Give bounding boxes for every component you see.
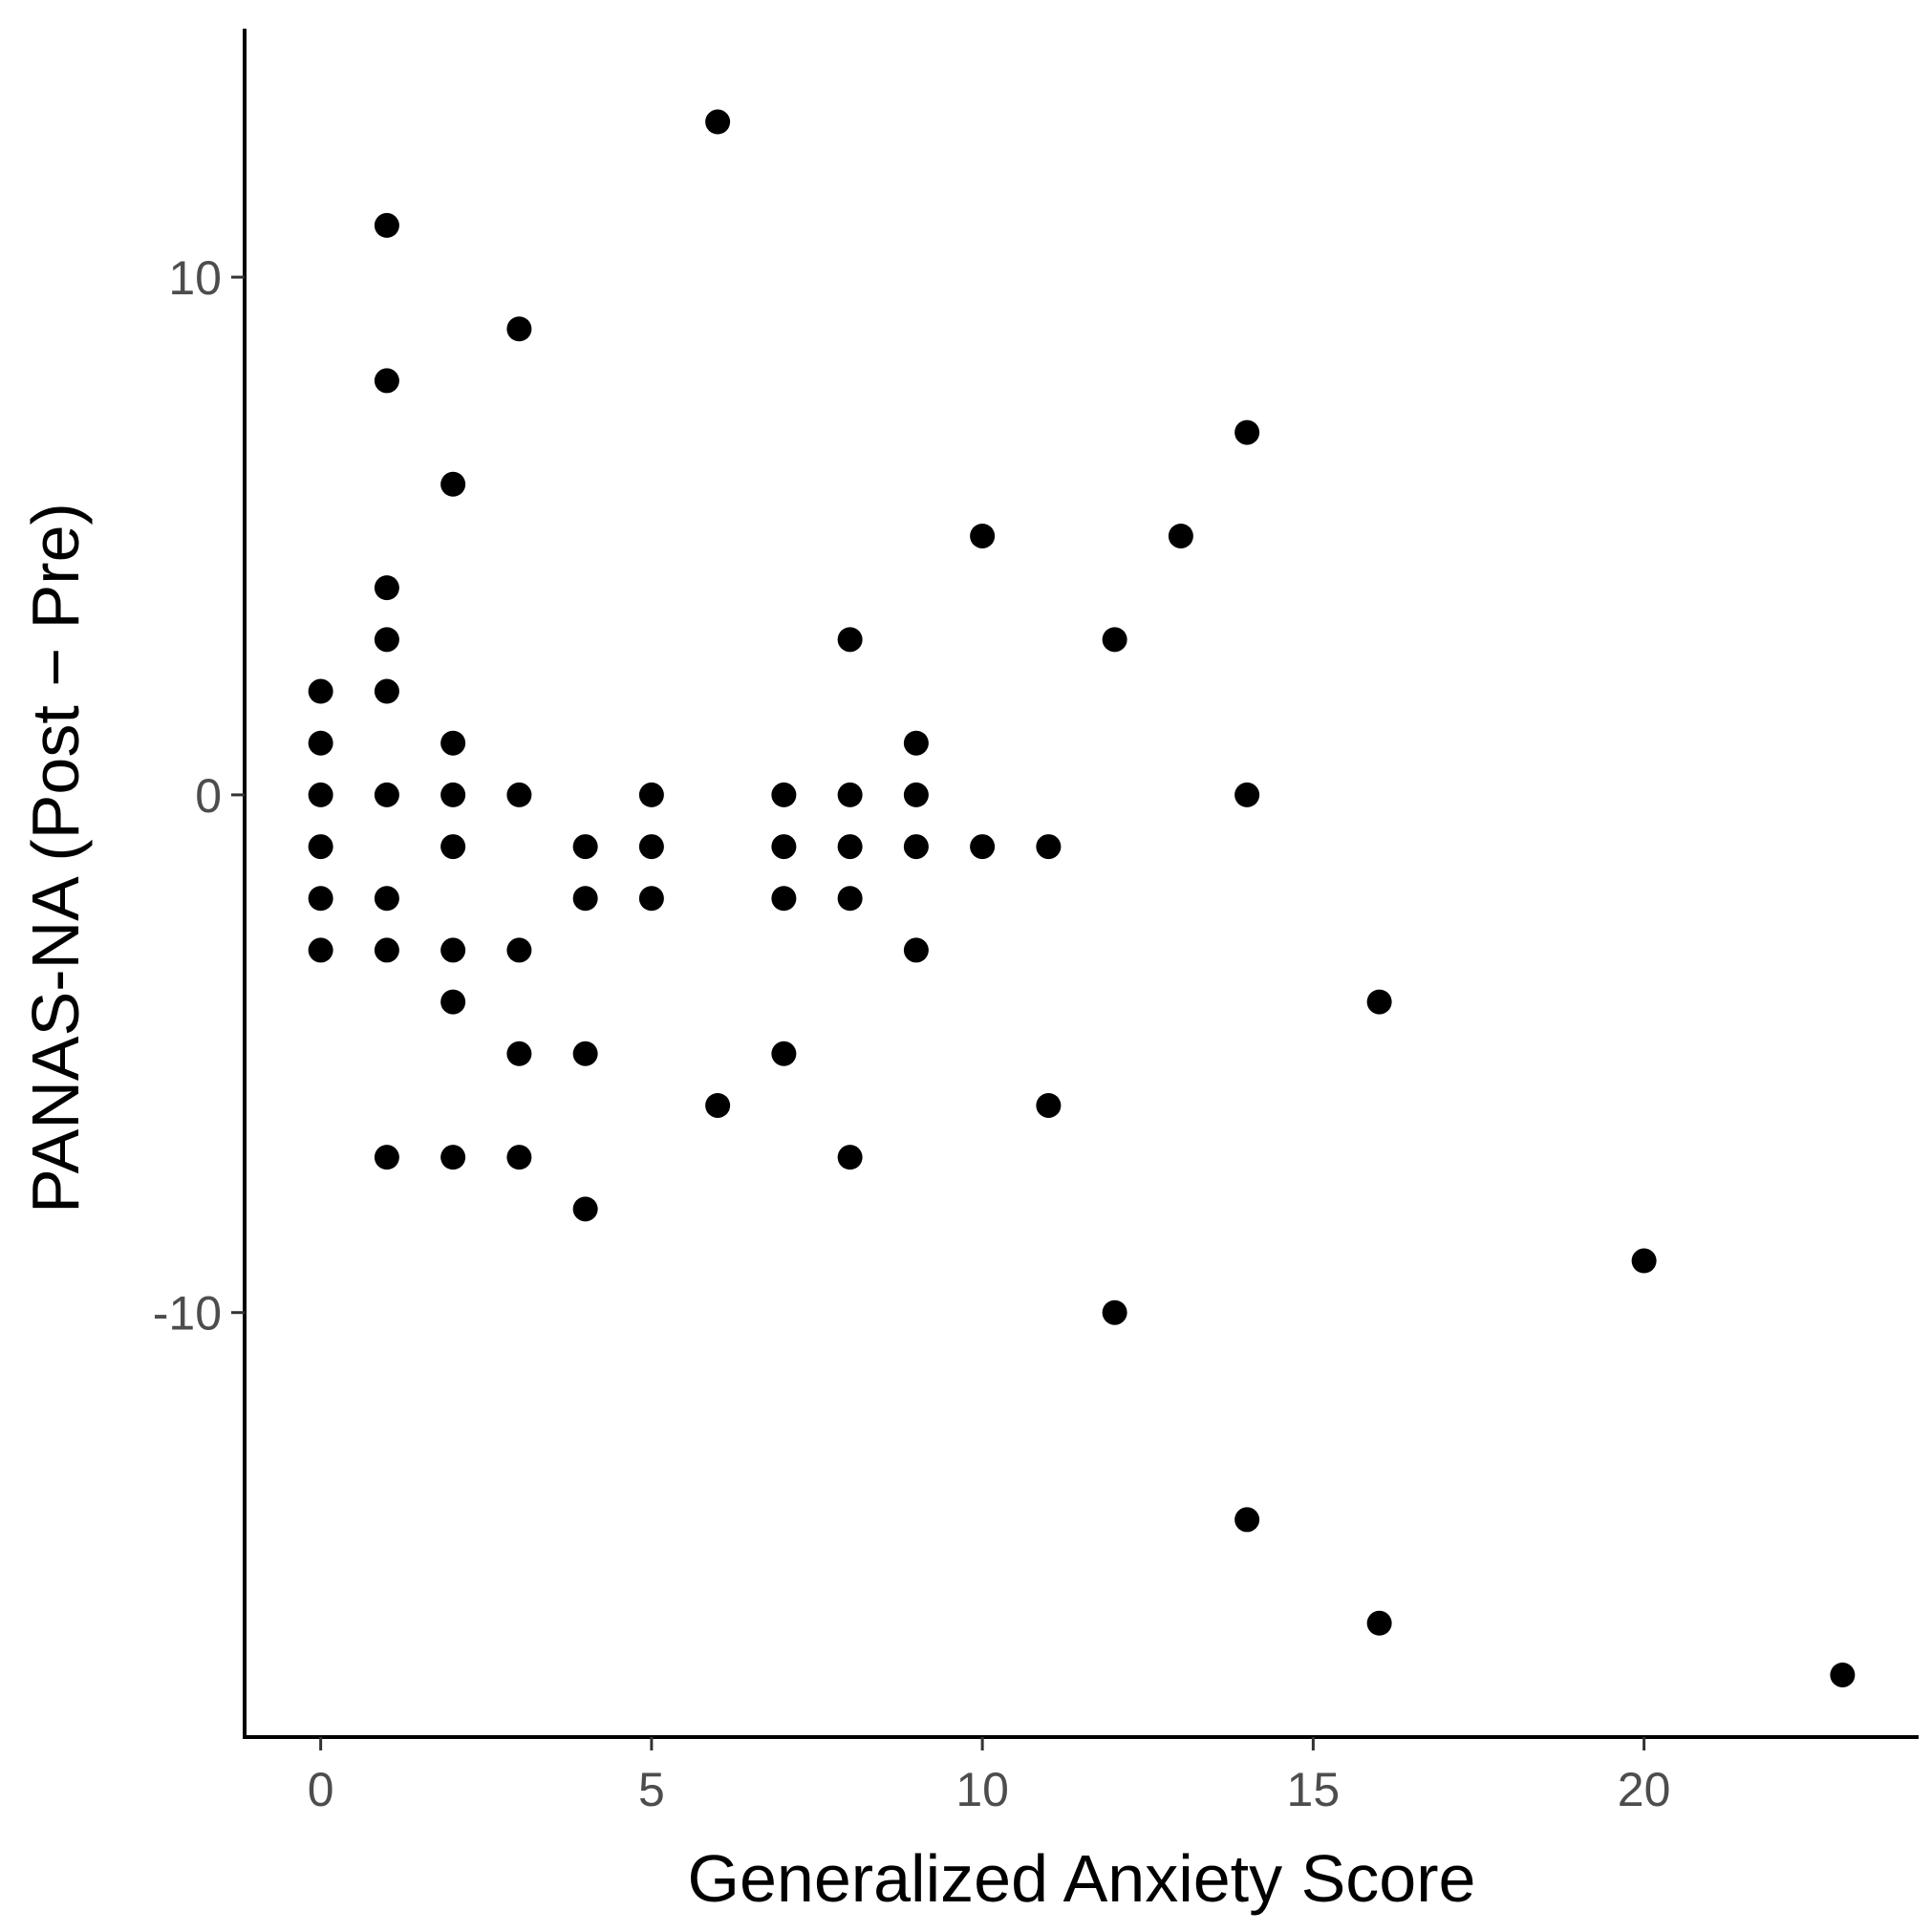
data-point [506,937,532,963]
data-point [837,1145,863,1170]
data-point [308,730,333,756]
y-tick-label: 10 [168,251,222,305]
data-point [374,368,399,394]
data-point [374,1145,399,1170]
data-point [1234,1507,1260,1533]
data-point [903,730,929,756]
x-tick-label: 20 [1618,1763,1671,1816]
data-point [506,1041,532,1066]
data-point [837,782,863,807]
data-point [771,782,797,807]
data-point [1830,1662,1856,1687]
data-point [440,730,466,756]
data-point [440,471,466,497]
data-point [308,886,333,912]
data-point [903,782,929,807]
data-point [837,834,863,860]
data-point [1366,989,1392,1015]
x-tick-label: 10 [955,1763,1009,1816]
data-point [705,109,731,135]
data-point [440,989,466,1015]
data-point [638,834,664,860]
data-point [1036,1092,1062,1118]
x-tick-label: 15 [1287,1763,1341,1816]
y-axis-title: PANAS-NA (Post − Pre) [18,503,93,1213]
y-tick-label: 0 [195,769,222,823]
data-point [440,834,466,860]
data-point [374,782,399,807]
data-point [572,834,598,860]
data-point [374,212,399,238]
data-points [308,109,1856,1687]
data-point [572,1196,598,1222]
data-point [638,886,664,912]
data-point [771,1041,797,1066]
data-point [771,886,797,912]
data-point [837,886,863,912]
data-point [572,886,598,912]
x-tick-label: 0 [308,1763,334,1816]
data-point [506,316,532,342]
data-point [374,937,399,963]
data-point [638,782,664,807]
data-point [970,834,996,860]
data-point [374,575,399,601]
data-point [705,1092,731,1118]
data-point [374,678,399,704]
data-point [1168,523,1193,548]
data-point [374,886,399,912]
data-point [1366,1610,1392,1636]
data-point [771,834,797,860]
data-point [1631,1248,1657,1274]
data-point [1234,419,1260,445]
data-point [903,834,929,860]
x-tick-label: 5 [638,1763,665,1816]
data-point [506,782,532,807]
data-point [1102,627,1127,653]
x-axis-ticks: 0 5 10 15 20 [308,1737,1671,1816]
data-point [440,937,466,963]
data-point [440,782,466,807]
y-axis-ticks: -10 0 10 [153,251,245,1341]
data-point [374,627,399,653]
x-axis-title: Generalized Anxiety Score [688,1841,1476,1916]
data-point [440,1145,466,1170]
data-point [903,937,929,963]
data-point [308,834,333,860]
data-point [1234,782,1260,807]
y-tick-label: -10 [153,1287,222,1341]
data-point [308,782,333,807]
data-point [837,627,863,653]
data-point [1102,1299,1127,1325]
data-point [970,523,996,548]
data-point [506,1145,532,1170]
data-point [308,937,333,963]
data-point [572,1041,598,1066]
data-point [1036,834,1062,860]
data-point [308,678,333,704]
